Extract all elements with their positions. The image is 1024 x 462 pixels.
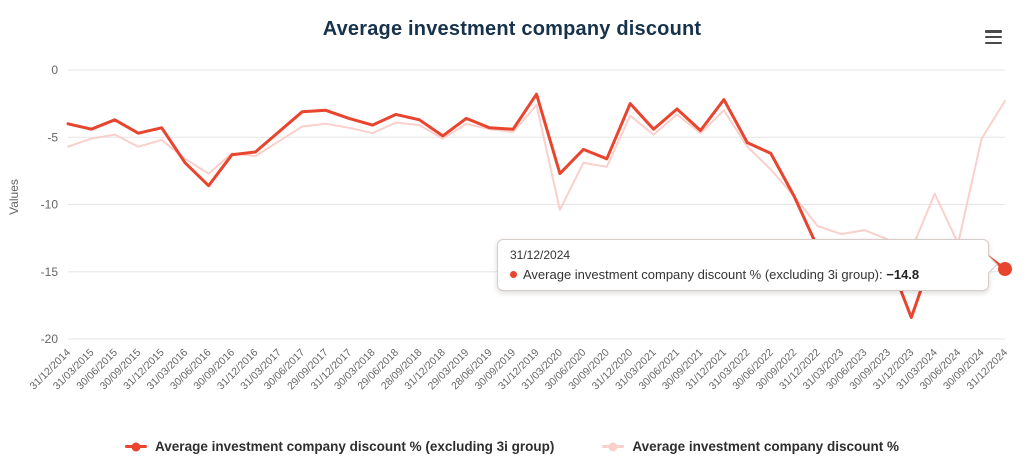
y-axis-tick-label: -15 [41, 265, 59, 279]
series-line-1[interactable] [67, 99, 1006, 252]
legend-marker-dot-icon [131, 442, 141, 451]
tooltip-separator: : [879, 267, 887, 282]
hamburger-menu-icon [985, 41, 1002, 44]
legend-item-excluding-3i[interactable]: Average investment company discount % (e… [125, 439, 554, 454]
legend-item-all-companies[interactable]: Average investment company discount % [602, 439, 899, 454]
hamburger-menu-icon [985, 30, 1002, 33]
legend-marker-dot-icon [608, 442, 618, 451]
line-chart: 0-5-10-15-2031/12/201431/03/201530/06/20… [27, 63, 1012, 392]
legend: Average investment company discount % (e… [0, 439, 1024, 454]
y-axis-tick-label: -20 [41, 332, 59, 346]
legend-marker-line-dot-icon [125, 442, 148, 451]
chart-title: Average investment company discount [322, 18, 702, 40]
y-axis-tick-label: -10 [41, 198, 59, 212]
y-axis-tick-label: -5 [47, 130, 58, 144]
tooltip-date-header: 31/12/2024 [510, 248, 571, 262]
tooltip-series-row: Average investment company discount % (e… [510, 267, 976, 282]
hamburger-menu-icon [985, 35, 1002, 39]
tooltip-series-label: Average investment company discount % (e… [523, 267, 880, 282]
legend-marker-line-dot-icon [602, 442, 625, 451]
legend-label: Average investment company discount % [632, 439, 899, 454]
tooltip-series-dot [510, 271, 517, 278]
tooltip: 31/12/2024 Average investment company di… [497, 239, 989, 291]
y-axis-tick-label: 0 [51, 63, 58, 77]
legend-label: Average investment company discount % (e… [155, 439, 555, 454]
context-menu-button[interactable] [985, 30, 1002, 44]
tooltip-value: −14.8 [886, 267, 920, 282]
hovered-point-marker[interactable] [998, 262, 1012, 277]
